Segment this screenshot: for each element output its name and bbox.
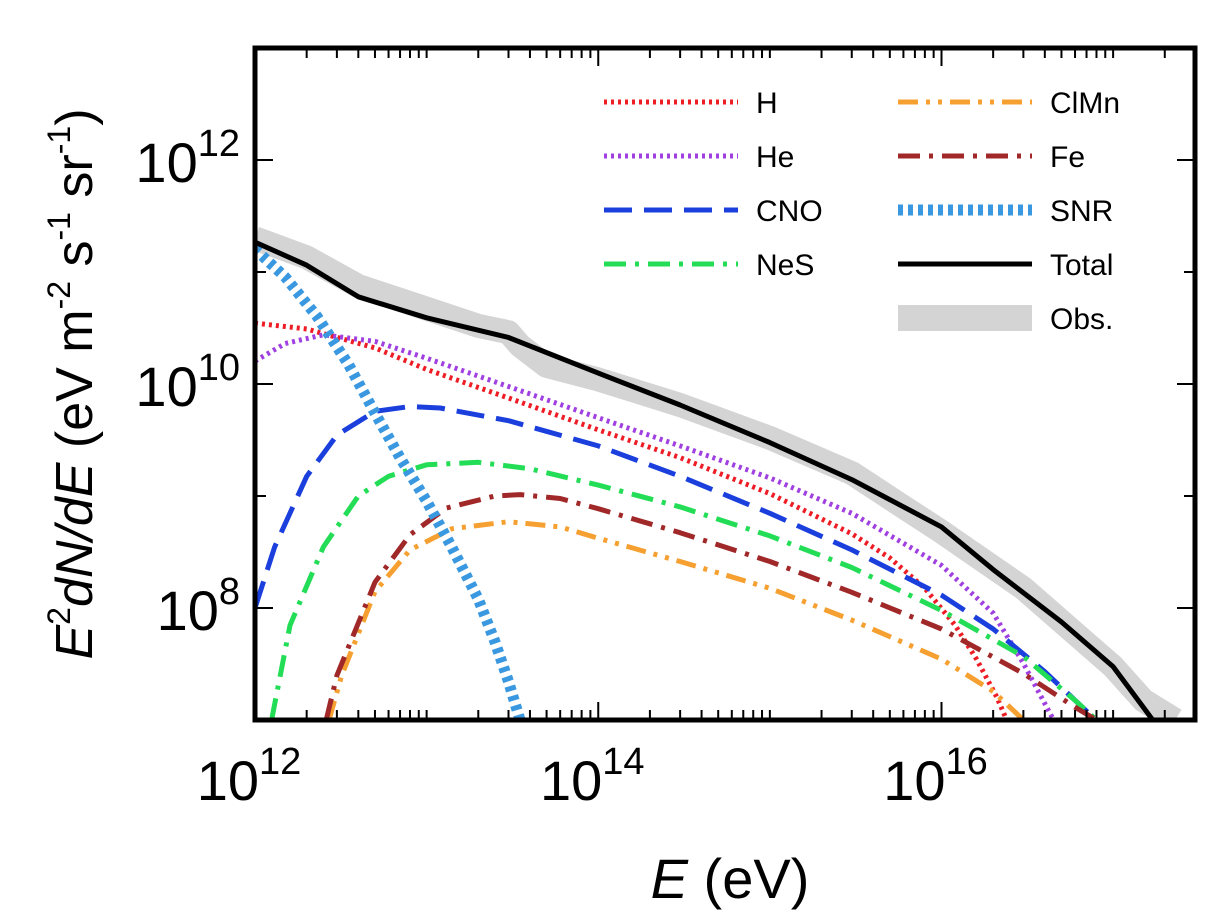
legend-label: Total: [1050, 249, 1113, 282]
plot-frame: [252, 45, 1198, 723]
series-nes-line: [269, 459, 1099, 720]
series-obs-line: [255, 227, 1182, 720]
series-layer: [255, 227, 1182, 720]
x-tick-labels: 1012 1014 1016: [197, 741, 988, 812]
legend-item: Total: [898, 249, 1113, 282]
series-fe-line: [323, 492, 1098, 720]
legend-item: He: [604, 141, 794, 174]
legend-item: H: [604, 87, 778, 120]
x-tick-label: 1016: [883, 741, 988, 812]
legend-label: ClMn: [1050, 87, 1120, 120]
series-clmn-line: [326, 519, 1026, 720]
x-tick-label: 1014: [540, 741, 645, 812]
legend-label: He: [756, 141, 794, 174]
legend-label: Fe: [1050, 141, 1085, 174]
legend: H He CNO NeS ClMn Fe SNR Total Obs.: [604, 87, 1120, 336]
legend-label: NeS: [756, 249, 814, 282]
y-axis-title: E2dN/dE (eV m-2 s-1 sr-1): [41, 108, 104, 659]
series-snr-line: [255, 245, 526, 720]
series-he-line: [255, 332, 1056, 720]
legend-item: Fe: [898, 141, 1085, 174]
y-tick-label: 108: [157, 571, 240, 642]
y-tick-labels: 108 1010 1012: [135, 123, 240, 642]
series-total-line: [255, 239, 1155, 720]
legend-label: CNO: [756, 195, 823, 228]
x-axis-title: E (eV): [651, 847, 810, 910]
series-cno-line: [255, 404, 1099, 720]
legend-item: Obs.: [898, 303, 1113, 336]
x-tick-label: 1012: [197, 741, 302, 812]
y-tick-label: 1010: [135, 347, 240, 418]
legend-item: CNO: [604, 195, 823, 228]
legend-label: Obs.: [1050, 303, 1113, 336]
y-tick-label: 1012: [135, 123, 240, 194]
legend-label: H: [756, 87, 778, 120]
series-h-line: [255, 320, 1009, 720]
legend-item: ClMn: [898, 87, 1120, 120]
legend-item: SNR: [898, 195, 1113, 228]
legend-item: NeS: [604, 249, 814, 282]
legend-label: SNR: [1050, 195, 1113, 228]
